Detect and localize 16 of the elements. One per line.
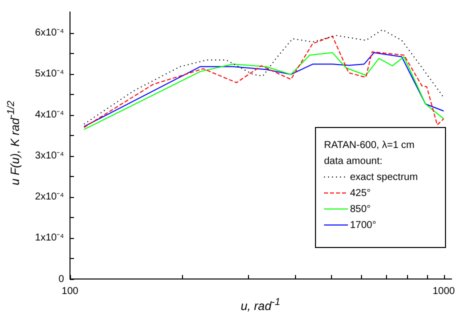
x-tick-label: 100	[62, 286, 79, 297]
y-tick-label: 4x10⁻⁴	[35, 109, 64, 120]
y-tick-label: 2x10⁻⁴	[35, 192, 64, 203]
y-tick-label: 3x10⁻⁴	[35, 150, 64, 162]
annotation: data amount:	[324, 155, 384, 169]
x-axis-title: u, rad$^{-1}$	[240, 297, 282, 313]
legend-label: 1700°	[349, 219, 378, 233]
legend-label: 425°	[349, 187, 372, 201]
legend-label: exact spectrum	[349, 171, 419, 185]
x-tick-label: 1000	[432, 286, 456, 297]
legend-label: 850°	[349, 203, 372, 217]
y-tick-label: 6x10⁻⁴	[35, 27, 64, 38]
y-tick-label: 0	[58, 274, 64, 285]
y-tick-label: 5x10⁻⁴	[35, 68, 64, 80]
y-tick-label: 1x10⁻⁴	[35, 232, 64, 244]
legend-title: RATAN-600, λ=1 cm	[324, 139, 416, 153]
